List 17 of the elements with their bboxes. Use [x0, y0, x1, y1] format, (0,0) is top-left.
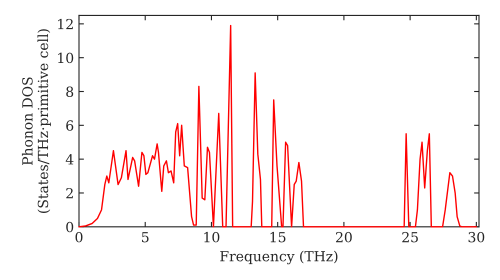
x-tick-label: 5: [142, 232, 149, 242]
x-tick-label: 25: [402, 232, 418, 242]
y-tick-label: 8: [66, 86, 74, 97]
x-tick-label: 15: [270, 232, 286, 242]
y-tick-label: 4: [66, 154, 74, 164]
y-tick-label: 2: [66, 188, 73, 198]
x-tick-label: 10: [204, 232, 220, 242]
line-series: [78, 24, 478, 228]
x-tick-label: 20: [336, 232, 352, 242]
x-tick-label: 30: [468, 232, 484, 242]
y-tick-label: 12: [58, 18, 73, 30]
x-axis-title: Frequency (THz): [220, 250, 338, 264]
y-tick-label: 0: [66, 222, 74, 232]
y-axis-title: Phonon DOS (States/THz·primitive cell): [22, 29, 51, 213]
y-tick-label: 10: [58, 52, 74, 64]
x-tick-label: 0: [75, 232, 82, 242]
y-tick-label: 6: [66, 120, 74, 131]
